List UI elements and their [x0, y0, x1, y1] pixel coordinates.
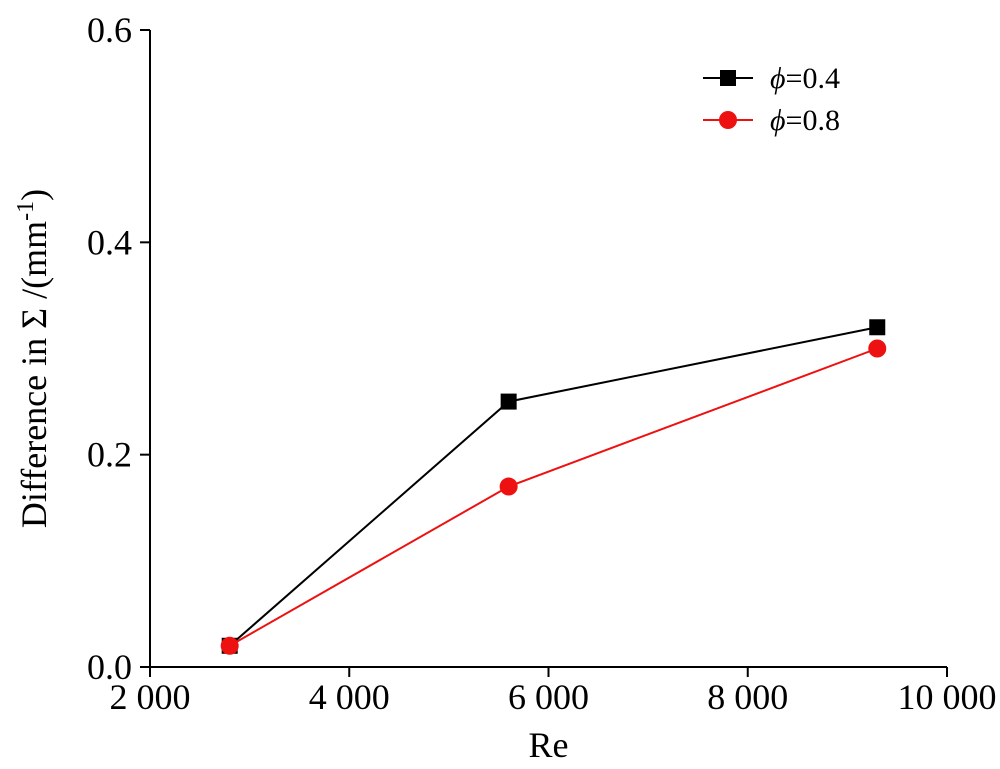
y-tick-label: 0.0	[87, 647, 132, 687]
legend-label: ϕ=0.4	[770, 62, 840, 95]
legend-label: ϕ=0.8	[770, 104, 840, 137]
series-layer	[220, 319, 887, 655]
y-axis-title: Difference in Σ /(mm-1)	[13, 189, 54, 528]
x-tick-label: 10 000	[898, 677, 997, 717]
series-line	[229, 326, 878, 647]
axes: 2 000 4 000 6 000 8 000 10 000 0.0 0.2 0.4 0.6	[87, 10, 997, 717]
data-point	[220, 636, 239, 655]
legend-label-value: =0.8	[786, 104, 840, 137]
data-point	[869, 319, 886, 336]
y-axis-title-superscript: -1	[13, 201, 39, 221]
legend-marker	[720, 70, 736, 86]
x-tick-label: 6 000	[508, 677, 589, 717]
legend-label-symbol: ϕ	[770, 62, 786, 95]
data-point	[499, 477, 518, 496]
x-tick-label: 4 000	[309, 677, 390, 717]
legend: ϕ=0.4ϕ=0.8	[703, 62, 840, 137]
x-tick-label: 2 000	[110, 677, 191, 717]
y-tick-label: 0.6	[87, 10, 132, 50]
y-tick-label: 0.2	[87, 435, 132, 475]
legend-label-symbol: ϕ	[770, 104, 786, 137]
x-tick-label: 8 000	[707, 677, 788, 717]
legend-item-2: ϕ=0.8	[703, 104, 840, 137]
data-point	[500, 393, 517, 410]
y-tick-label: 0.4	[87, 222, 132, 262]
legend-marker	[719, 111, 737, 129]
series-2	[220, 339, 887, 655]
y-axis-title-close: )	[14, 189, 54, 201]
legend-item-1: ϕ=0.4	[703, 62, 840, 95]
x-axis-title: Re	[529, 725, 569, 765]
legend-label-value: =0.4	[786, 62, 840, 95]
y-axis-title-main: Difference in Σ /(mm	[14, 221, 54, 528]
series-1	[221, 319, 886, 654]
data-point	[868, 339, 887, 358]
